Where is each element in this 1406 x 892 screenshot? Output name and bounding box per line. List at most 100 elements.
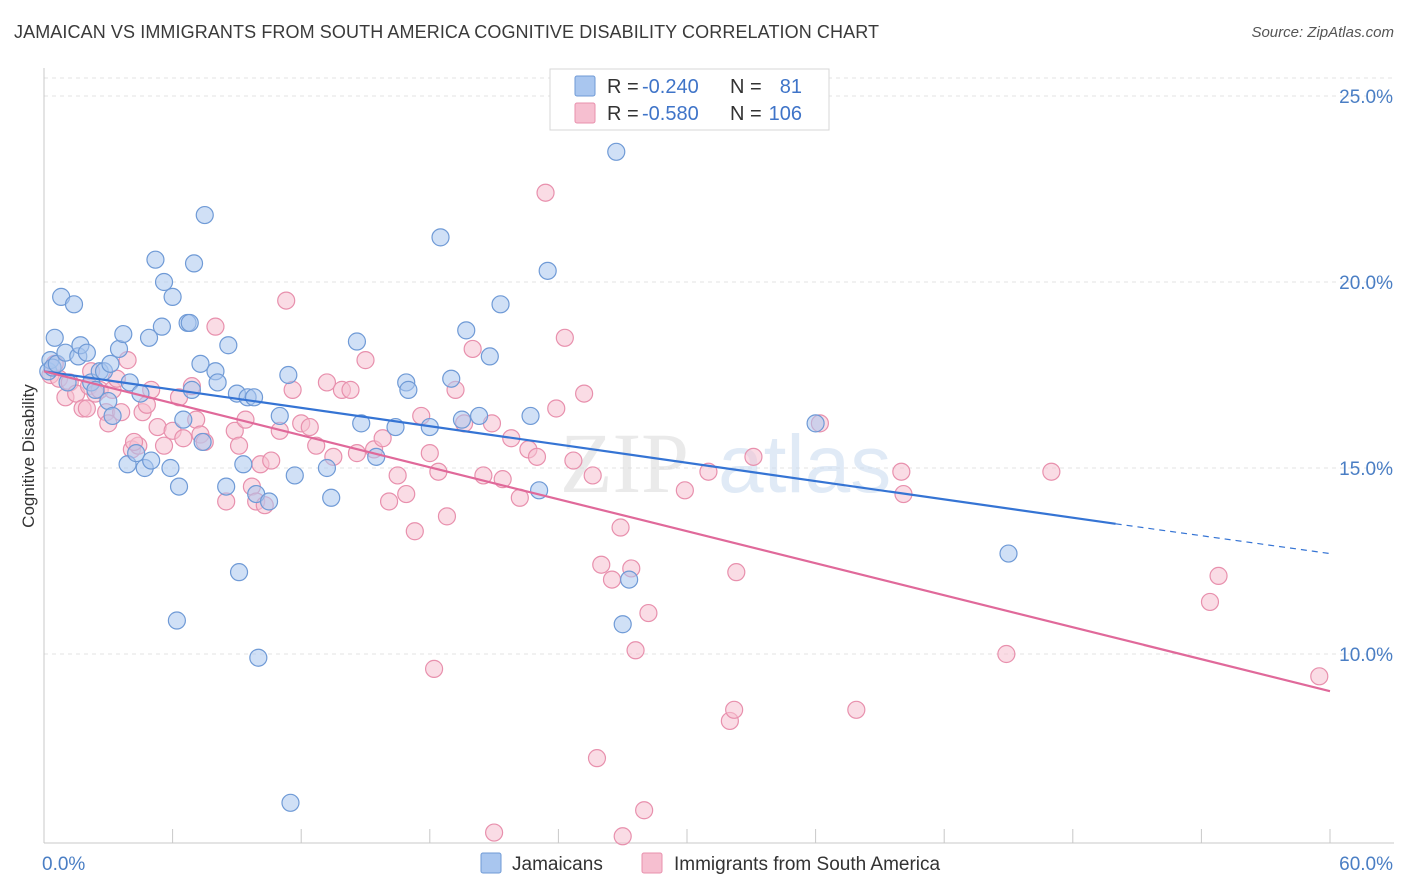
data-point-jamaicans xyxy=(184,254,204,273)
data-point-jamaicans xyxy=(174,410,193,429)
data-point-immigrants-south-america xyxy=(583,466,602,485)
data-point-immigrants-south-america xyxy=(437,507,457,526)
data-point-immigrants-south-america xyxy=(1310,667,1329,686)
data-point-immigrants-south-america xyxy=(727,563,746,582)
data-point-jamaicans xyxy=(45,328,64,347)
bottom-legend-label-jamaicans: Jamaicans xyxy=(512,854,603,875)
x-tick-label: 60.0% xyxy=(1339,854,1393,875)
data-point-immigrants-south-america xyxy=(397,484,416,504)
data-point-immigrants-south-america xyxy=(635,801,654,820)
data-point-jamaicans xyxy=(77,343,96,362)
data-point-immigrants-south-america xyxy=(154,436,174,455)
data-point-jamaicans xyxy=(457,321,476,340)
data-point-immigrants-south-america xyxy=(587,749,607,768)
data-point-immigrants-south-america xyxy=(405,522,424,541)
data-point-jamaicans xyxy=(806,414,825,433)
data-point-jamaicans xyxy=(208,373,227,392)
data-point-jamaicans xyxy=(281,793,300,812)
data-point-immigrants-south-america xyxy=(527,447,547,466)
legend-swatch-jamaicans xyxy=(574,75,596,97)
data-point-jamaicans xyxy=(613,615,632,634)
data-point-immigrants-south-america xyxy=(564,451,583,470)
data-point-jamaicans xyxy=(103,406,122,426)
data-point-immigrants-south-america xyxy=(420,444,439,463)
data-point-immigrants-south-america xyxy=(262,451,281,470)
data-point-jamaicans xyxy=(620,570,639,589)
trend-line-jamaicans xyxy=(43,370,1116,525)
data-point-immigrants-south-america xyxy=(77,399,96,418)
data-point-jamaicans xyxy=(352,414,371,433)
data-point-immigrants-south-america xyxy=(307,436,326,455)
data-point-jamaicans xyxy=(167,611,186,630)
watermark: ZIP atlas xyxy=(560,415,891,511)
data-point-immigrants-south-america xyxy=(341,380,360,399)
data-point-immigrants-south-america xyxy=(229,436,249,455)
data-point-jamaicans xyxy=(146,250,165,269)
data-point-immigrants-south-america xyxy=(148,417,167,437)
y-tick-label: 15.0% xyxy=(1339,459,1393,480)
data-point-jamaicans xyxy=(139,328,159,347)
legend-r-value: -0.240 xyxy=(642,76,699,98)
data-point-immigrants-south-america xyxy=(626,641,645,660)
data-point-jamaicans xyxy=(521,406,540,426)
data-point-immigrants-south-america xyxy=(555,328,574,347)
data-point-immigrants-south-america xyxy=(547,399,566,418)
data-point-immigrants-south-america xyxy=(613,827,632,846)
data-point-immigrants-south-america xyxy=(174,429,193,448)
data-point-jamaicans xyxy=(999,544,1018,563)
data-point-jamaicans xyxy=(270,406,289,426)
data-point-jamaicans xyxy=(234,455,253,474)
legend-r-label: R = xyxy=(607,103,639,125)
series-jamaicans xyxy=(39,142,1018,812)
legend-swatch-immigrants-south-america xyxy=(574,102,596,124)
data-point-immigrants-south-america xyxy=(847,700,866,719)
series-legend: Jamaicans Immigrants from South America xyxy=(480,852,941,875)
data-point-immigrants-south-america xyxy=(675,481,694,500)
legend-r-label: R = xyxy=(607,76,639,98)
data-point-jamaicans xyxy=(163,287,182,306)
bottom-legend-swatch-jamaicans xyxy=(480,852,502,874)
data-point-immigrants-south-america xyxy=(611,518,630,537)
y-tick-label: 20.0% xyxy=(1339,273,1393,294)
data-point-jamaicans xyxy=(538,261,557,280)
data-point-jamaicans xyxy=(431,228,450,247)
legend-box xyxy=(549,68,830,131)
data-point-immigrants-south-america xyxy=(388,466,407,485)
y-axis-label: Cognitive Disability xyxy=(19,384,38,528)
data-point-jamaicans xyxy=(169,477,189,496)
data-point-immigrants-south-america xyxy=(317,373,337,392)
data-point-immigrants-south-america xyxy=(536,183,555,202)
data-point-immigrants-south-america xyxy=(300,417,319,437)
data-point-jamaicans xyxy=(229,563,249,582)
data-point-immigrants-south-america xyxy=(592,555,611,574)
data-point-jamaicans xyxy=(452,410,472,429)
data-point-jamaicans xyxy=(607,142,626,161)
data-point-jamaicans xyxy=(259,492,279,511)
data-point-immigrants-south-america xyxy=(356,351,375,370)
axes: 10.0% 15.0% 20.0% 25.0% 0.0% 60.0% xyxy=(42,68,1394,875)
data-point-immigrants-south-america xyxy=(1200,592,1220,612)
data-point-jamaicans xyxy=(217,477,236,496)
data-point-jamaicans xyxy=(101,354,120,373)
trend-lines xyxy=(43,370,1331,693)
data-point-immigrants-south-america xyxy=(463,339,482,359)
legend-r-value: -0.580 xyxy=(642,103,699,125)
data-point-immigrants-south-america xyxy=(1042,462,1061,481)
data-point-immigrants-south-america xyxy=(379,492,399,511)
source-label: Source: ZipAtlas.com xyxy=(1251,24,1394,41)
data-point-jamaicans xyxy=(347,332,367,351)
data-point-jamaicans xyxy=(367,447,386,466)
data-point-jamaicans xyxy=(142,451,161,470)
data-point-immigrants-south-america xyxy=(373,429,392,448)
data-point-jamaicans xyxy=(64,295,84,314)
data-point-jamaicans xyxy=(491,295,510,314)
series-immigrants-south-america xyxy=(41,183,1329,846)
x-tick-label: 0.0% xyxy=(42,854,85,875)
data-point-jamaicans xyxy=(442,369,461,388)
correlation-legend: R = -0.240 N = 81 R = -0.580 N = 106 xyxy=(549,68,830,131)
data-point-jamaicans xyxy=(322,488,341,507)
data-point-jamaicans xyxy=(249,648,268,667)
bottom-legend-label-immigrants-south-america: Immigrants from South America xyxy=(674,854,941,875)
data-point-immigrants-south-america xyxy=(485,823,504,842)
bottom-legend-swatch-immigrants-south-america xyxy=(641,852,663,874)
